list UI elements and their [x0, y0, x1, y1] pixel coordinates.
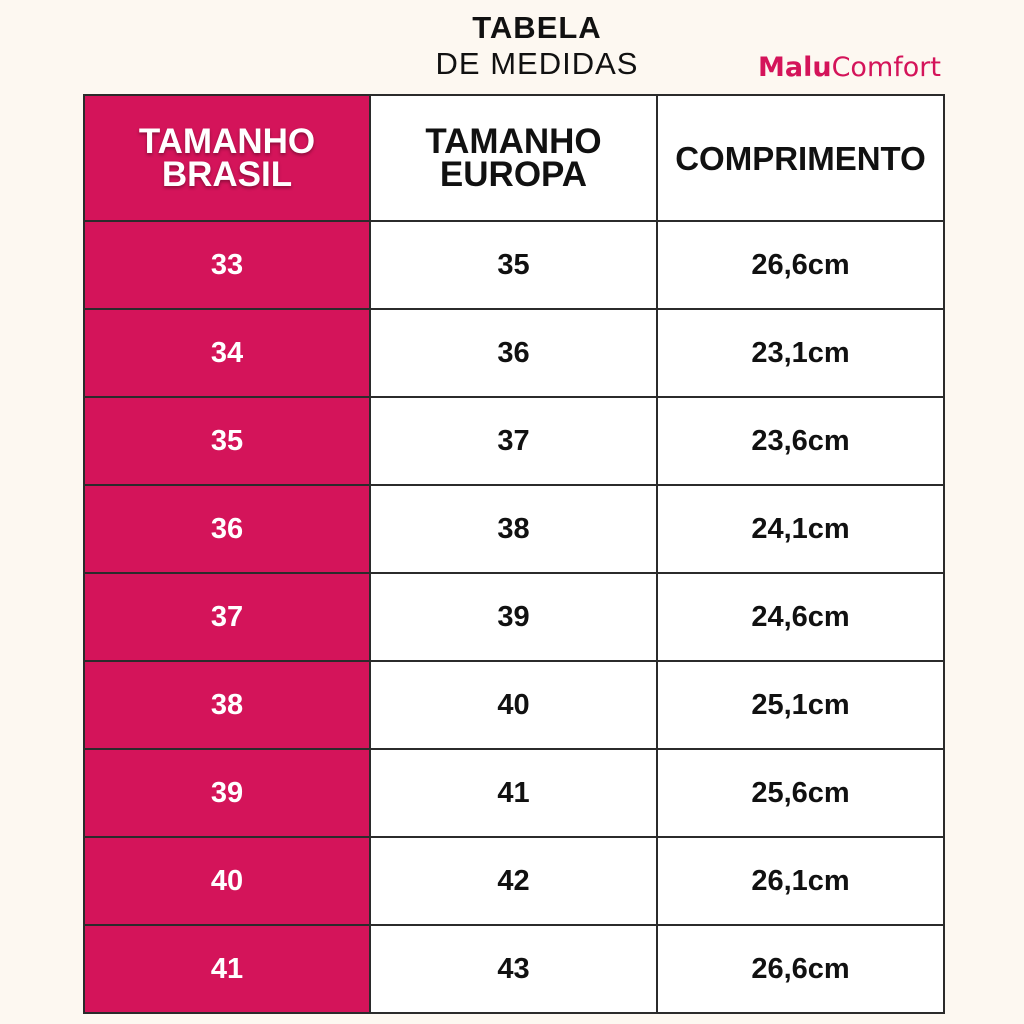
cell-comprimento: 26,6cm: [656, 220, 945, 310]
cell-comprimento: 24,6cm: [656, 572, 945, 662]
cell-comprimento: 23,1cm: [656, 308, 945, 398]
table-row: 37 39 24,6cm: [83, 572, 945, 662]
cell-tamanho-brasil: 37: [83, 572, 371, 662]
table-header-row: TAMANHO BRASIL TAMANHO EUROPA COMPRIMENT…: [83, 94, 945, 222]
cell-comprimento: 26,1cm: [656, 836, 945, 926]
header-tamanho-brasil: TAMANHO BRASIL: [83, 94, 371, 222]
header-tamanho-europa: TAMANHO EUROPA: [369, 94, 658, 222]
cell-tamanho-europa: 39: [369, 572, 658, 662]
cell-tamanho-brasil: 34: [83, 308, 371, 398]
cell-tamanho-europa: 35: [369, 220, 658, 310]
size-table: TAMANHO BRASIL TAMANHO EUROPA COMPRIMENT…: [83, 94, 945, 1014]
cell-comprimento: 23,6cm: [656, 396, 945, 486]
table-body: 33 35 26,6cm 34 36 23,1cm 35 37 23,6cm 36 38 24,1cm…: [83, 220, 945, 1014]
table-row: 40 42 26,1cm: [83, 836, 945, 926]
header-comprimento: COMPRIMENTO: [656, 94, 945, 222]
cell-comprimento: 26,6cm: [656, 924, 945, 1014]
table-row: 33 35 26,6cm: [83, 220, 945, 310]
cell-tamanho-europa: 41: [369, 748, 658, 838]
cell-tamanho-brasil: 40: [83, 836, 371, 926]
page-subtitle: DE MEDIDAS: [435, 46, 639, 81]
cell-tamanho-europa: 43: [369, 924, 658, 1014]
table-row: 39 41 25,6cm: [83, 748, 945, 838]
cell-tamanho-brasil: 35: [83, 396, 371, 486]
cell-comprimento: 25,6cm: [656, 748, 945, 838]
table-row: 38 40 25,1cm: [83, 660, 945, 750]
cell-comprimento: 24,1cm: [656, 484, 945, 574]
cell-tamanho-brasil: 33: [83, 220, 371, 310]
cell-tamanho-brasil: 36: [83, 484, 371, 574]
cell-tamanho-europa: 42: [369, 836, 658, 926]
header-comprimento-label: COMPRIMENTO: [675, 139, 926, 177]
cell-tamanho-europa: 36: [369, 308, 658, 398]
header-tamanho-europa-label: TAMANHO EUROPA: [425, 122, 602, 194]
brand-logo: MaluComfort: [758, 52, 941, 84]
table-row: 41 43 26,6cm: [83, 924, 945, 1014]
brand-name-light: Comfort: [831, 52, 941, 83]
cell-tamanho-brasil: 38: [83, 660, 371, 750]
table-row: 35 37 23,6cm: [83, 396, 945, 486]
page-title: TABELA: [472, 10, 602, 45]
table-row: 34 36 23,1cm: [83, 308, 945, 398]
cell-tamanho-brasil: 41: [83, 924, 371, 1014]
header-tamanho-brasil-label: TAMANHO BRASIL: [138, 122, 316, 194]
cell-comprimento: 25,1cm: [656, 660, 945, 750]
cell-tamanho-brasil: 39: [83, 748, 371, 838]
table-row: 36 38 24,1cm: [83, 484, 945, 574]
cell-tamanho-europa: 40: [369, 660, 658, 750]
cell-tamanho-europa: 38: [369, 484, 658, 574]
brand-name-strong: Malu: [758, 52, 832, 83]
title-block: TABELA DE MEDIDAS: [0, 10, 1024, 82]
cell-tamanho-europa: 37: [369, 396, 658, 486]
